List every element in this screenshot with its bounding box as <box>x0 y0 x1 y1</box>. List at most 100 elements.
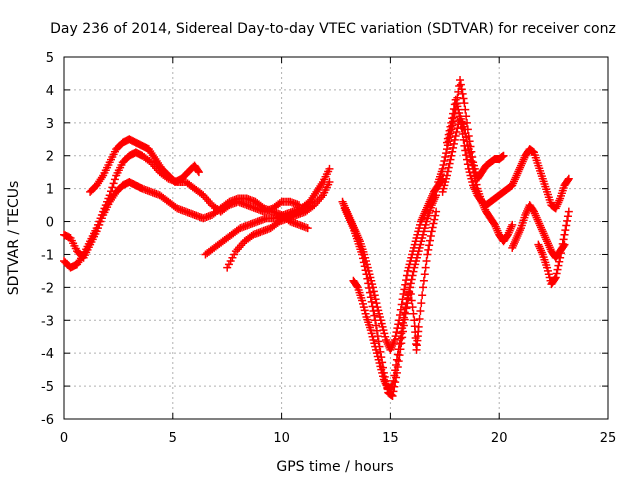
data-point <box>471 176 480 185</box>
x-tick-label: 10 <box>273 431 290 446</box>
data-point <box>439 160 448 169</box>
data-point <box>371 316 380 325</box>
y-tick-label: 4 <box>46 84 54 99</box>
data-point <box>562 221 571 230</box>
data-point <box>555 257 564 266</box>
data-point <box>376 347 385 356</box>
data-point <box>194 166 203 175</box>
data-point <box>430 215 439 224</box>
data-point <box>400 285 409 294</box>
data-point <box>462 155 471 164</box>
data-point <box>368 302 377 311</box>
data-point <box>105 191 114 200</box>
data-point <box>398 333 407 342</box>
data-point <box>403 295 412 304</box>
y-tick-label: -4 <box>41 347 54 362</box>
data-point <box>461 105 470 114</box>
data-point <box>194 168 203 177</box>
data-point <box>442 171 451 180</box>
data-point <box>358 250 367 259</box>
data-point <box>352 282 361 291</box>
data-point <box>422 257 431 266</box>
data-point <box>394 345 403 354</box>
data-point <box>458 89 467 98</box>
series-8 <box>349 207 441 394</box>
data-point <box>374 337 383 346</box>
data-point <box>364 279 373 288</box>
data-point <box>401 280 410 289</box>
data-point <box>457 124 466 133</box>
data-point <box>432 191 441 200</box>
series-11 <box>442 95 573 213</box>
data-point <box>396 334 405 343</box>
data-point <box>425 241 434 250</box>
y-tick-label: -5 <box>41 380 54 395</box>
data-point <box>449 139 458 148</box>
data-point <box>457 85 466 94</box>
x-tick-label: 0 <box>60 431 68 446</box>
data-point <box>108 183 117 192</box>
data-point <box>450 135 459 144</box>
y-tick-label: 2 <box>46 150 54 165</box>
data-point <box>395 339 404 348</box>
data-point <box>447 118 456 127</box>
data-point <box>462 151 471 160</box>
chart-title: Day 236 of 2014, Sidereal Day-to-day VTE… <box>50 21 616 37</box>
x-tick-label: 15 <box>382 431 399 446</box>
data-point <box>391 366 400 375</box>
data-point <box>392 361 401 370</box>
y-tick-label: 5 <box>46 51 54 66</box>
data-point <box>460 99 469 108</box>
y-tick-label: 3 <box>46 117 54 132</box>
data-point <box>417 299 426 308</box>
data-point <box>561 226 570 235</box>
data-point <box>110 175 119 184</box>
data-point <box>559 235 568 244</box>
data-point <box>390 371 399 380</box>
data-point <box>451 131 460 140</box>
data-point <box>462 137 471 146</box>
y-tick-label: 0 <box>46 216 54 231</box>
data-point <box>459 94 468 103</box>
series-3 <box>86 135 203 196</box>
data-point <box>391 332 400 341</box>
data-point <box>414 322 423 331</box>
plot-frame <box>63 56 609 420</box>
x-tick-label: 5 <box>169 431 177 446</box>
data-point <box>275 199 284 208</box>
data-point <box>427 227 436 236</box>
data-point <box>399 289 408 298</box>
data-point <box>406 289 415 298</box>
data-point <box>426 232 435 241</box>
data-point <box>405 283 414 292</box>
data-point <box>456 80 465 89</box>
data-point <box>421 263 430 272</box>
data-point <box>443 167 452 176</box>
data-point <box>408 303 417 312</box>
data-point <box>429 219 438 228</box>
data-point <box>460 141 469 150</box>
data-point <box>388 391 397 400</box>
data-point <box>365 284 374 293</box>
data-point <box>428 223 437 232</box>
data-point <box>563 212 572 221</box>
data-point <box>447 151 456 160</box>
data-point <box>107 187 116 196</box>
data-point <box>363 274 372 283</box>
data-point <box>553 265 562 274</box>
x-tick-label: 25 <box>600 431 617 446</box>
data-point <box>366 293 375 302</box>
data-point <box>556 249 565 258</box>
data-point <box>554 261 563 270</box>
grid <box>64 57 608 419</box>
data-point <box>401 303 410 312</box>
data-point <box>458 130 467 139</box>
data-point <box>448 114 457 123</box>
series-13 <box>534 207 573 289</box>
data-point <box>360 262 369 271</box>
data-point <box>557 244 566 253</box>
data-point <box>407 275 416 284</box>
y-tick-label: -3 <box>41 314 54 329</box>
data-point <box>441 153 450 162</box>
